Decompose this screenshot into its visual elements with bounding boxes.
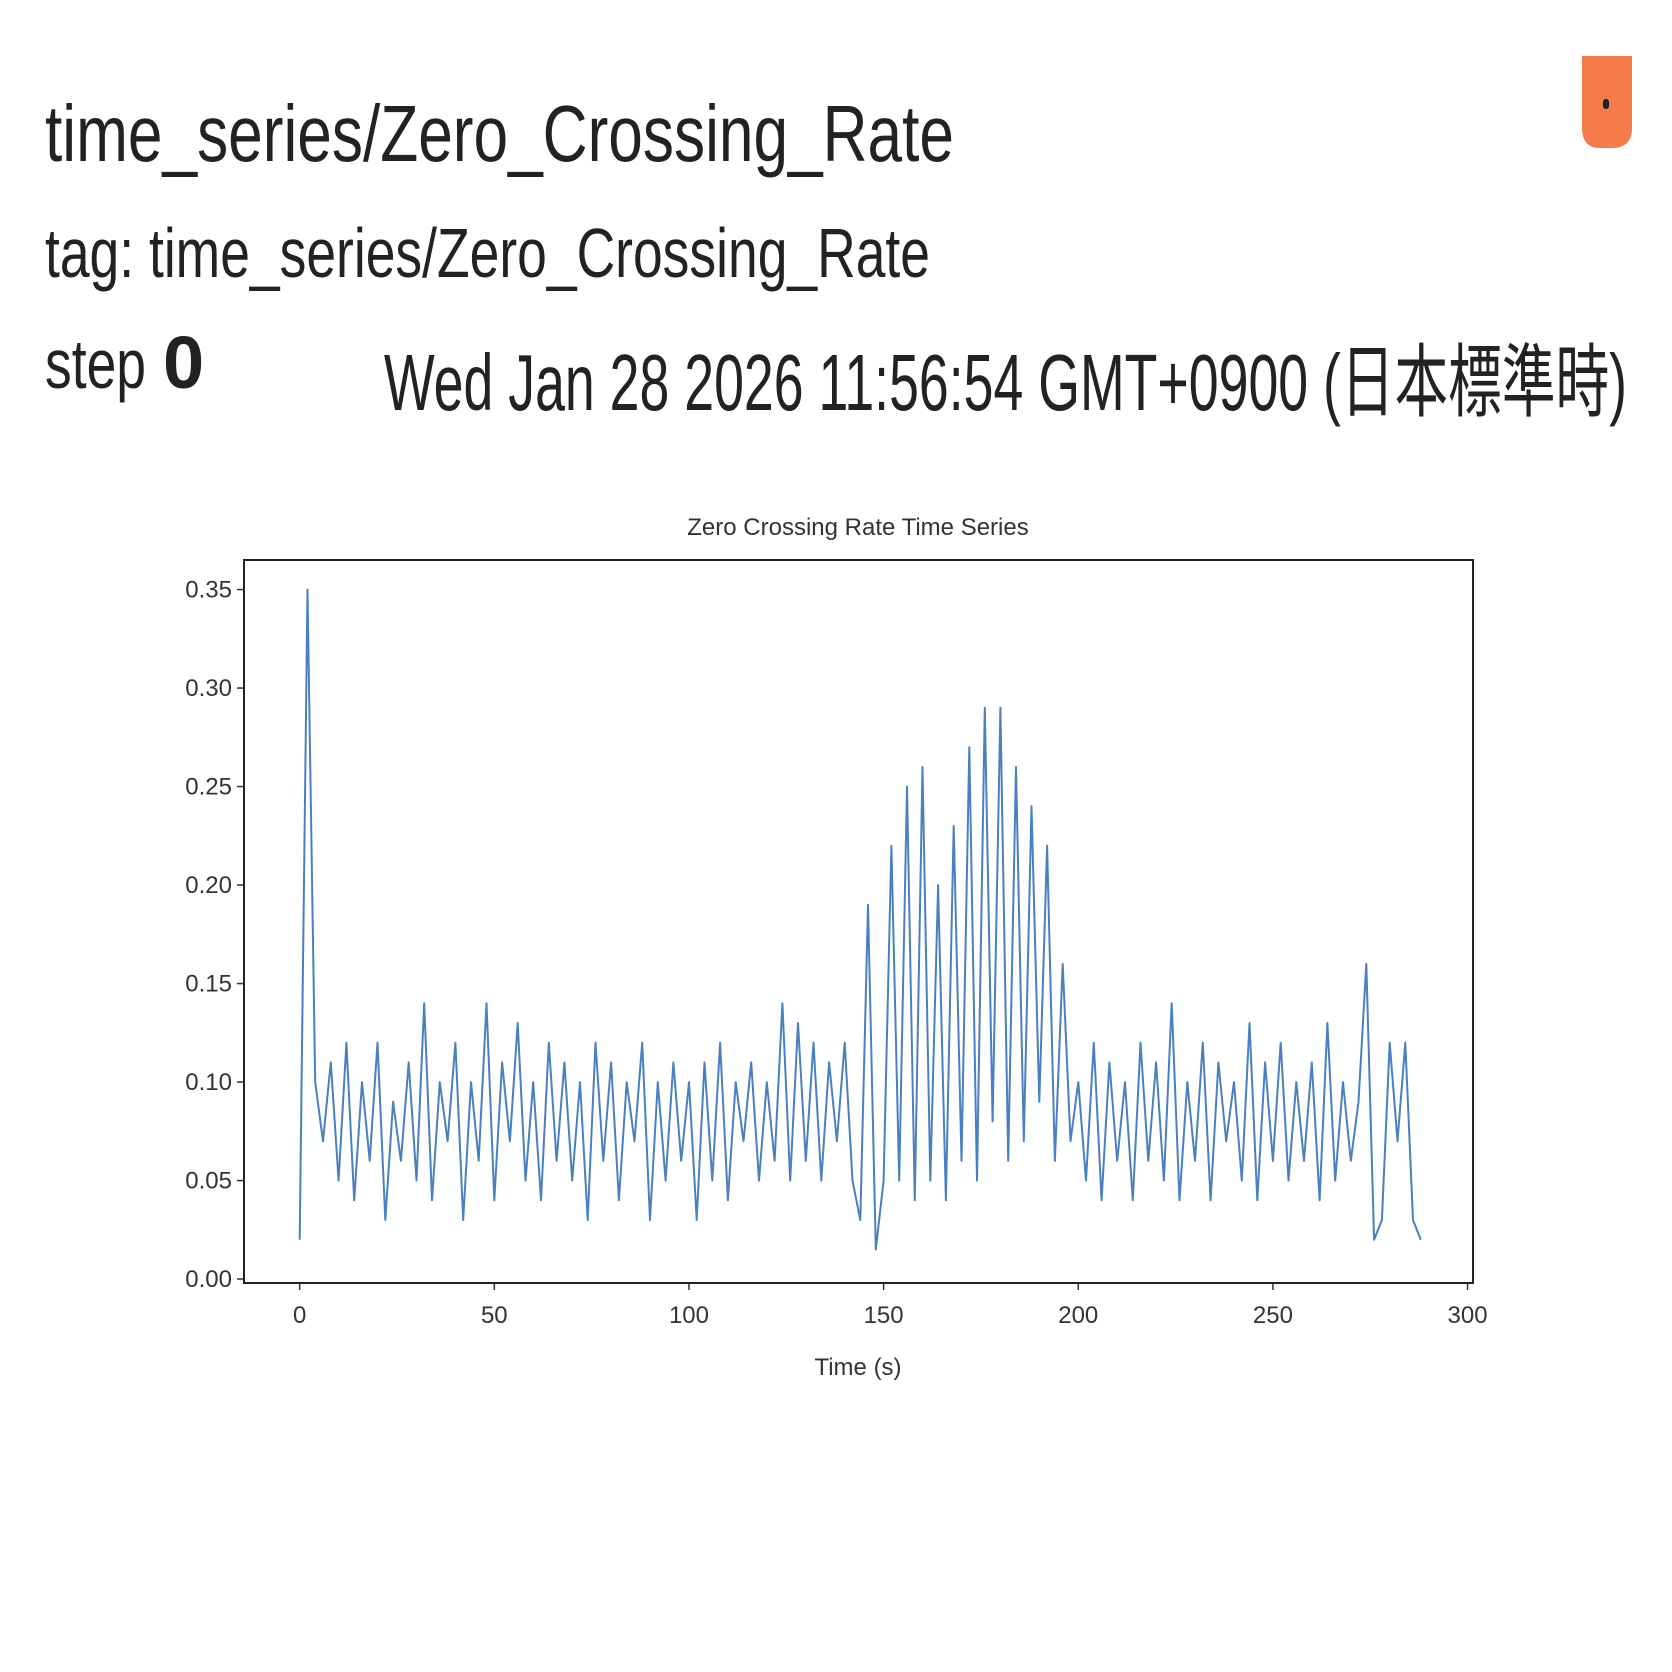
run-title: time_series/Zero_Crossing_Rate <box>45 89 954 178</box>
x-tick-label: 0 <box>293 1302 306 1329</box>
chart-title: Zero Crossing Rate Time Series <box>687 514 1028 541</box>
x-axis-label: Time (s) <box>814 1354 901 1381</box>
line-series <box>298 588 1422 1251</box>
step-label: step <box>45 325 146 403</box>
x-tick-label: 100 <box>669 1302 709 1329</box>
x-tick-label: 200 <box>1058 1302 1098 1329</box>
step-value: 0 <box>163 321 204 404</box>
badge-dot <box>1603 99 1609 109</box>
y-tick-label: 0.05 <box>185 1168 232 1195</box>
tag: tag: time_series/Zero_Crossing_Rate <box>45 214 930 292</box>
y-tick-label: 0.15 <box>185 971 232 998</box>
y-tick-label: 0.00 <box>185 1266 232 1293</box>
timestamp: Wed Jan 28 2026 11:56:54 GMT+0900 (日本標準時… <box>384 338 1627 427</box>
x-tick-label: 150 <box>864 1302 904 1329</box>
x-tick-label: 300 <box>1448 1302 1488 1329</box>
plot-frame <box>243 559 1474 1284</box>
y-tick-label: 0.10 <box>185 1069 232 1096</box>
y-tick-label: 0.20 <box>185 872 232 899</box>
y-tick-label: 0.35 <box>185 577 232 604</box>
x-tick-label: 50 <box>481 1302 508 1329</box>
y-tick-label: 0.30 <box>185 675 232 702</box>
x-tick-label: 250 <box>1253 1302 1293 1329</box>
y-tick-label: 0.25 <box>185 774 232 801</box>
